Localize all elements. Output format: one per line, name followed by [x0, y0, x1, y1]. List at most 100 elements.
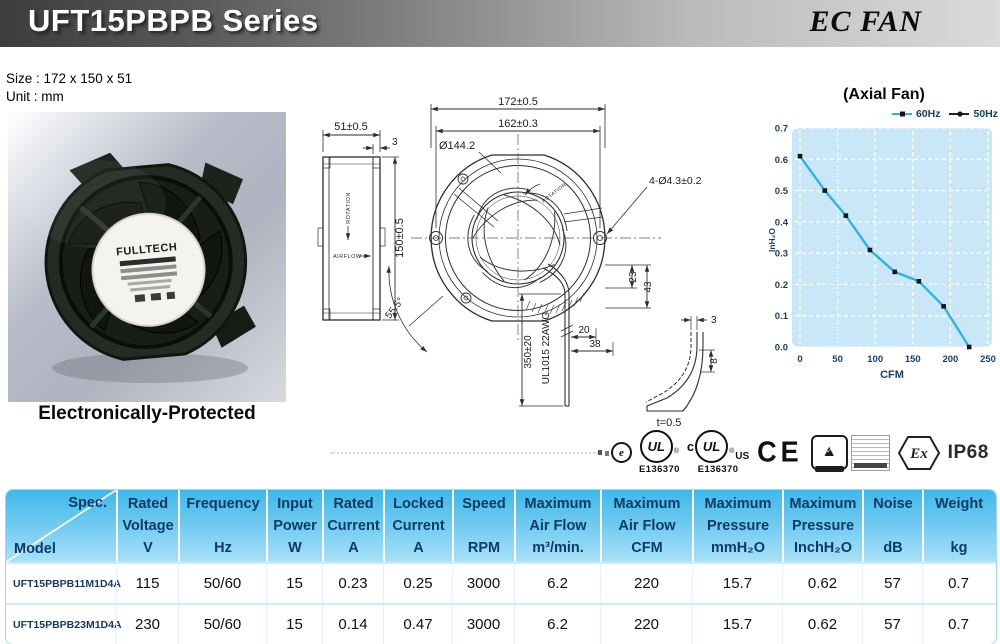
header-col-8-unit: mmH₂O	[711, 539, 765, 556]
photo-caption: Electronically-Protected	[38, 403, 256, 424]
value-cell-1-4: 0.47	[383, 605, 452, 644]
unit-label: Unit : mm	[6, 89, 64, 104]
header-col-10-line1: Noise	[873, 495, 913, 512]
table-corner-cell: Spec. Model	[6, 490, 116, 562]
x-tick-label: 100	[867, 354, 883, 365]
dim-hole-pitch: 162±0.3	[498, 118, 538, 130]
header-col-11-line2	[924, 515, 994, 536]
y-tick-label: 0.7	[775, 124, 788, 135]
certification-row: e UL ® E136370 c UL ® US E136370 CE ▲ ✓	[598, 430, 998, 475]
header-col-5-unit: RPM	[467, 539, 501, 556]
dim-38: 38	[589, 339, 601, 350]
tuv-mark-icon: ▲ ✓	[810, 434, 890, 472]
model-cell: UFT15PBPB11M1D4A	[13, 577, 121, 590]
triangle-glyph: ▲	[821, 443, 838, 460]
front-rotation-label: ROTATION	[541, 182, 568, 205]
ul-file-number: E136370	[639, 464, 680, 475]
header-col-4-unit: A	[413, 539, 424, 556]
header-col-3-line1: Rated	[333, 495, 374, 512]
header-col-8: Maximum Pressure mmH₂O	[692, 490, 782, 562]
header-col-11: Weight kg	[922, 490, 994, 562]
tuv-band	[814, 465, 844, 472]
header-col-10-unit: dB	[883, 539, 903, 556]
value-cell-0-1: 50/60	[178, 564, 266, 603]
legend-label: 60Hz	[915, 108, 941, 120]
size-unit-block: Size : 172 x 150 x 51 Unit : mm	[6, 70, 132, 106]
header-col-3: Rated Current A	[322, 490, 383, 562]
chart-legend: 60Hz 50Hz	[891, 108, 998, 120]
header-col-0-unit: V	[143, 539, 153, 556]
value-cell-0-6: 6.2	[514, 564, 600, 603]
dim-side-flange: 3	[392, 137, 398, 148]
cul-mark-icon: c UL ® US E136370	[687, 430, 749, 475]
dim-side-width: 51±0.5	[334, 121, 368, 133]
faded-print-artifact	[330, 452, 602, 454]
corner-model-label: Model	[14, 541, 56, 557]
registered-symbol: ®	[673, 448, 679, 455]
x-tick-label: 150	[905, 354, 921, 365]
print-speck	[598, 450, 602, 455]
header-col-9-line1: Maximum	[789, 495, 857, 512]
value-cell-1-2: 15	[266, 605, 322, 644]
value-cell-1-7: 220	[600, 605, 692, 644]
header-col-10: Noise dB	[862, 490, 922, 562]
ex-mark-icon: Ex	[897, 435, 940, 470]
legend-item-50Hz: 50Hz	[949, 108, 998, 120]
header-col-9-unit: InchH₂O	[794, 539, 852, 556]
x-tick-label: 50	[832, 354, 843, 365]
size-label: Size : 172 x 150 x 51	[6, 71, 133, 86]
header-col-1: Frequency Hz	[178, 490, 266, 562]
dim-frame-width: 172±0.5	[498, 96, 538, 108]
header-col-4-line2: Current	[392, 517, 445, 534]
value-cell-0-5: 3000	[452, 564, 514, 603]
dim-43: 43	[643, 281, 654, 293]
legend-swatch-icon	[949, 111, 970, 117]
y-axis-label: InH₂O	[768, 228, 777, 252]
value-cell-0-3: 0.23	[322, 564, 383, 603]
dim-side-height: 150±0.5	[394, 218, 406, 258]
e-mark-icon: e	[611, 442, 632, 463]
value-cell-1-3: 0.14	[322, 605, 383, 644]
chart-title: (Axial Fan)	[843, 86, 925, 103]
value-cell-0-11: 0.7	[922, 564, 994, 603]
side-rotation-label: ROTATION	[346, 192, 352, 224]
dimension-drawing: 51±0.5 3 150±0.5 ROTATI	[293, 88, 773, 448]
lead-wire-spec: UL1015 22AWG	[541, 312, 552, 385]
header-col-4-line1: Locked	[393, 495, 444, 512]
ul-logo-letters: UL	[639, 430, 673, 463]
series-title: UFT15PBPB Series	[28, 3, 319, 38]
header-col-0: Rated Voltage V	[116, 490, 178, 562]
header-col-9-line2: Pressure	[791, 517, 855, 534]
value-cell-1-8: 15.7	[692, 605, 782, 644]
fan-label-brand: FULLTECH	[116, 241, 178, 258]
header-col-2-line1: Input	[277, 495, 313, 512]
y-tick-label: 0.6	[775, 155, 788, 166]
value-cell-1-10: 57	[862, 605, 922, 644]
dim-mounting-holes: 4-Ø4.3±0.2	[649, 175, 702, 187]
legend-item-60Hz: 60Hz	[891, 108, 941, 120]
header-col-7-unit: CFM	[631, 539, 663, 556]
ip-rating-label: IP68	[947, 441, 989, 463]
header-col-6: Maximum Air Flow m³/min.	[514, 490, 600, 562]
value-cell-1-5: 3000	[452, 605, 514, 644]
dim-23: 23	[628, 271, 639, 283]
header-col-11-unit: kg	[950, 539, 968, 556]
ce-mark-icon: CE	[757, 436, 803, 468]
header-col-1-line2	[180, 515, 266, 536]
header-col-9: Maximum Pressure InchH₂O	[782, 490, 862, 562]
x-tick-label: 0	[797, 354, 802, 365]
header-col-3-line2: Current	[327, 517, 380, 534]
header-col-5: Speed RPM	[452, 490, 514, 562]
header-col-8-line2: Pressure	[706, 517, 770, 534]
header-col-5-line1: Speed	[462, 495, 506, 512]
header-col-2-line2: Power	[273, 517, 317, 534]
header-col-6-line1: Maximum	[524, 495, 592, 512]
legend-label: 50Hz	[973, 108, 998, 120]
spec-table-header: Spec. Model Rated Voltage V Frequency Hz Inpu…	[6, 490, 996, 562]
header-col-4: Locked Current A	[383, 490, 452, 562]
value-cell-0-10: 57	[862, 564, 922, 603]
dim-angle: 55.5°	[383, 296, 406, 321]
header-col-1-line1: Frequency	[186, 495, 260, 512]
header-col-10-line2	[864, 515, 922, 536]
